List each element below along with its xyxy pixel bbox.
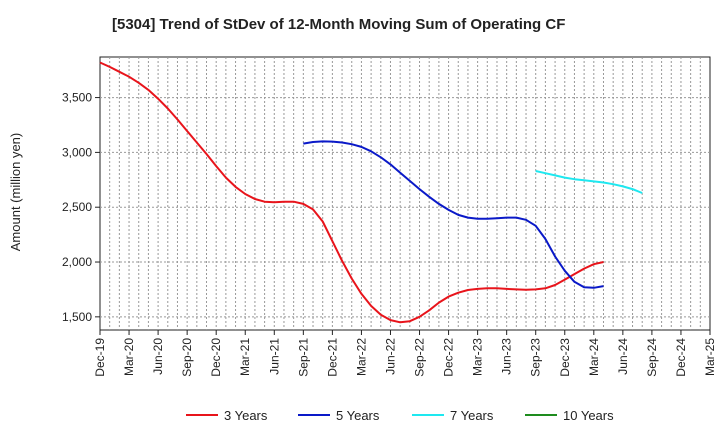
y-tick-label: 1,500 bbox=[62, 310, 92, 324]
x-tick-label: Jun-23 bbox=[500, 338, 514, 375]
x-tick-label: Mar-23 bbox=[471, 338, 485, 376]
x-tick-label: Sep-23 bbox=[529, 338, 543, 377]
series-lines bbox=[99, 61, 643, 324]
x-tick-label: Jun-24 bbox=[616, 338, 630, 375]
legend-label: 10 Years bbox=[563, 408, 614, 423]
legend: 3 Years 5 Years 7 Years 10 Years bbox=[186, 408, 614, 423]
y-tick-label: 2,500 bbox=[62, 200, 92, 214]
x-tick-label: Mar-22 bbox=[354, 338, 368, 376]
x-tick-label: Mar-20 bbox=[122, 338, 136, 376]
legend-label: 3 Years bbox=[224, 408, 268, 423]
y-axis-label: Amount (million yen) bbox=[8, 133, 23, 252]
series-line-5-years bbox=[303, 140, 604, 289]
legend-label: 5 Years bbox=[336, 408, 380, 423]
y-axis-ticks: 1,500 2,000 2,500 3,000 3,500 bbox=[62, 91, 100, 324]
x-tick-label: Dec-19 bbox=[93, 338, 107, 377]
x-tick-label: Dec-20 bbox=[209, 338, 223, 377]
y-tick-label: 3,500 bbox=[62, 91, 92, 105]
legend-label: 7 Years bbox=[450, 408, 494, 423]
chart-title: [5304] Trend of StDev of 12-Month Moving… bbox=[112, 16, 565, 33]
plot-area bbox=[99, 56, 711, 331]
x-tick-label: Dec-22 bbox=[442, 338, 456, 377]
y-tick-label: 2,000 bbox=[62, 255, 92, 269]
x-tick-label: Jun-21 bbox=[267, 338, 281, 375]
x-tick-label: Dec-23 bbox=[558, 338, 572, 377]
x-tick-label: Sep-22 bbox=[413, 338, 427, 377]
y-tick-label: 3,000 bbox=[62, 145, 92, 159]
x-tick-label: Dec-24 bbox=[674, 338, 688, 377]
x-tick-label: Jun-22 bbox=[383, 338, 397, 375]
grid-lines bbox=[100, 57, 710, 330]
x-axis-ticks: Dec-19 Mar-20 Jun-20 Sep-20 Dec-20 Mar-21 Jun-… bbox=[93, 330, 717, 377]
series-line-3-years bbox=[99, 61, 604, 324]
x-tick-label: Dec-21 bbox=[325, 338, 339, 377]
x-tick-label: Sep-24 bbox=[645, 338, 659, 377]
series-line-7-years bbox=[535, 170, 643, 194]
x-tick-label: Sep-20 bbox=[180, 338, 194, 377]
x-tick-label: Sep-21 bbox=[296, 338, 310, 377]
x-tick-label: Jun-20 bbox=[151, 338, 165, 375]
x-tick-label: Mar-25 bbox=[703, 338, 717, 376]
x-tick-label: Mar-21 bbox=[238, 338, 252, 376]
x-tick-label: Mar-24 bbox=[587, 338, 601, 376]
